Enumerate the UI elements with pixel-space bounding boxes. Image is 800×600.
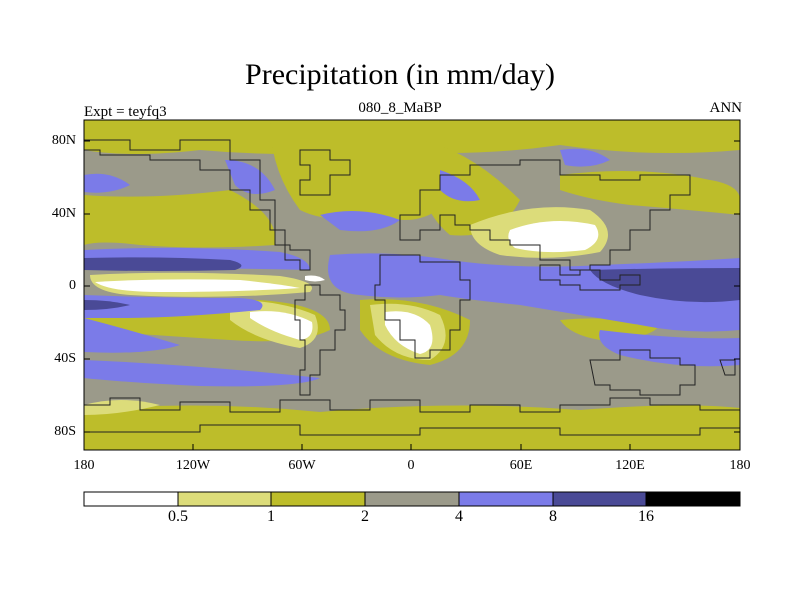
y-tick-label: 40S bbox=[54, 351, 76, 366]
field-south-band bbox=[84, 405, 740, 450]
field-south-lightband bbox=[84, 400, 160, 415]
colorbar-label: 1 bbox=[267, 508, 275, 525]
coast-antarctica-north bbox=[84, 397, 740, 413]
field-southern-storm bbox=[84, 360, 320, 387]
coast-new-zealand bbox=[719, 359, 736, 376]
field-sa-white bbox=[250, 311, 313, 340]
field-spcz bbox=[84, 318, 180, 353]
y-tick-label: 80S bbox=[54, 424, 76, 439]
field-warm-pool-core bbox=[590, 268, 740, 303]
colorbar-swatch bbox=[365, 492, 459, 506]
colorbar-swatch bbox=[646, 492, 740, 506]
y-tick-label: 40N bbox=[51, 206, 76, 221]
field-north-pacific-dry bbox=[84, 190, 276, 248]
plot-title: Precipitation (in mm/day) bbox=[245, 58, 555, 91]
colorbar bbox=[83, 491, 741, 507]
coast-south-america bbox=[294, 284, 346, 396]
coast-antarctica-inner bbox=[84, 424, 740, 436]
colorbar-label: 8 bbox=[549, 508, 557, 525]
y-tick-label: 80N bbox=[51, 133, 76, 148]
field-asia-white bbox=[508, 221, 599, 253]
field-south-indian-wet bbox=[599, 330, 740, 367]
x-tick-label: 60W bbox=[288, 458, 316, 473]
colorbar-label: 4 bbox=[455, 508, 463, 525]
x-tick-label: 60E bbox=[509, 458, 533, 473]
x-tick-label: 180 bbox=[73, 458, 95, 473]
colorbar-swatch bbox=[553, 492, 646, 506]
axis-ticks bbox=[83, 140, 741, 450]
field-atlantic-storm bbox=[320, 211, 400, 232]
coast-eurasia bbox=[399, 159, 691, 271]
field-itcz-core bbox=[84, 257, 242, 271]
field-equatorial-white bbox=[95, 279, 300, 292]
field-north-asia-dry bbox=[560, 171, 740, 215]
field-np-storm bbox=[84, 173, 130, 193]
colorbar-label: 0.5 bbox=[168, 508, 188, 525]
colorbar-label: 2 bbox=[361, 508, 369, 525]
run-label: 080_8_MaBP bbox=[358, 100, 442, 116]
field-siberia-wet bbox=[560, 148, 610, 167]
field-europe-wet bbox=[440, 170, 480, 202]
x-tick-label: 120W bbox=[175, 458, 211, 473]
coast-indonesia bbox=[539, 264, 641, 291]
field-itcz-south bbox=[84, 295, 263, 318]
x-tick-label: 120E bbox=[615, 458, 645, 473]
x-tick-label: 180 bbox=[729, 458, 751, 473]
coast-australia bbox=[589, 349, 696, 396]
colorbar-label: 16 bbox=[638, 508, 654, 525]
field-sp-core bbox=[84, 300, 130, 310]
colorbar-swatch bbox=[84, 492, 178, 506]
y-tick-label: 0 bbox=[69, 278, 76, 293]
plot-frame bbox=[83, 119, 741, 451]
colorbar-frame bbox=[83, 491, 741, 507]
colorbar-swatch bbox=[459, 492, 553, 506]
colorbar-swatch bbox=[271, 492, 365, 506]
coast-north-america bbox=[84, 139, 311, 271]
field-small-white bbox=[305, 275, 325, 282]
x-tick-label: 0 bbox=[407, 458, 415, 473]
field-africa-white bbox=[385, 311, 433, 354]
experiment-label: Expt = teyfq3 bbox=[84, 104, 167, 120]
field-na-east bbox=[225, 160, 275, 194]
coastlines bbox=[84, 139, 740, 436]
coast-greenland bbox=[299, 149, 351, 196]
colorbar-swatch bbox=[178, 492, 271, 506]
season-label: ANN bbox=[709, 100, 743, 116]
coast-africa bbox=[374, 254, 471, 359]
